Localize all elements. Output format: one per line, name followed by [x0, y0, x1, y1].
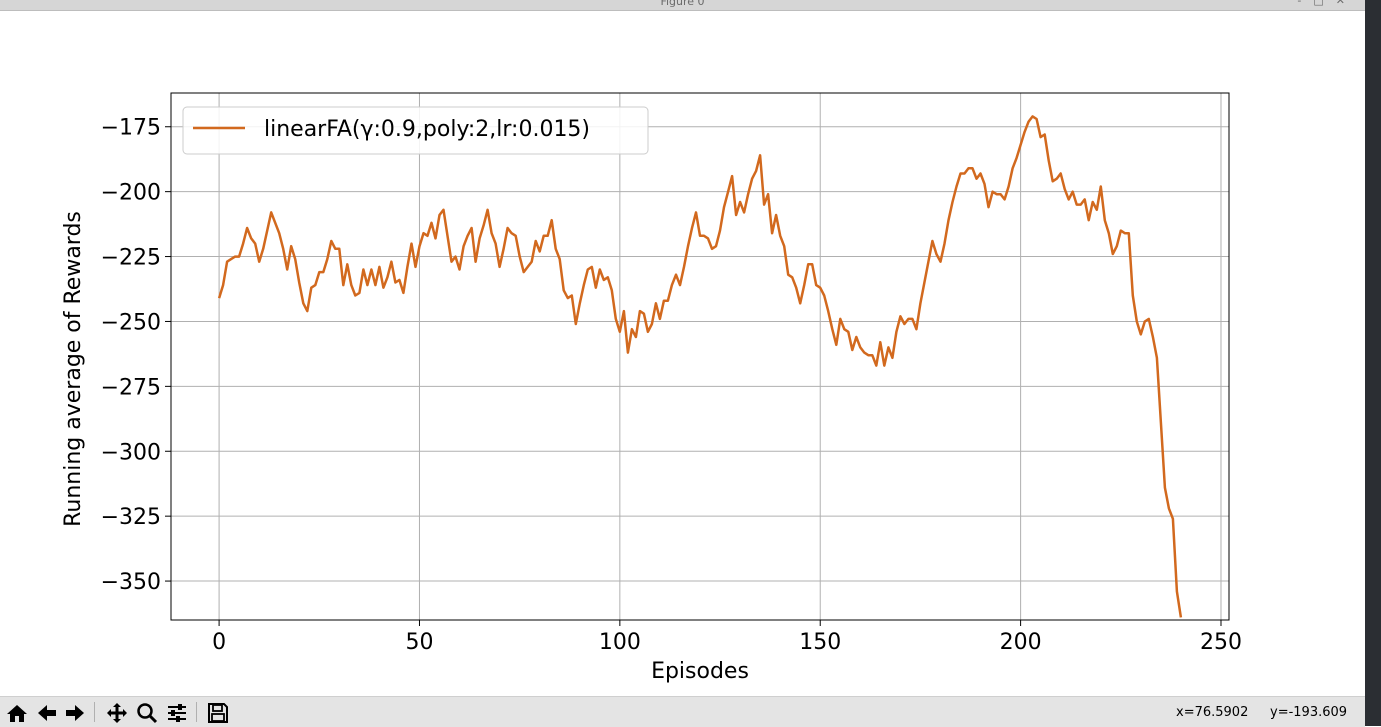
desktop-edge	[1365, 0, 1381, 726]
home-icon	[7, 705, 27, 722]
y-tick-label: −325	[101, 505, 161, 530]
title-bar[interactable]: Figure 0 ‐□✕	[0, 0, 1365, 11]
y-tick-label: −275	[101, 375, 161, 400]
maximize-icon[interactable]: □	[1313, 0, 1336, 7]
configure-subplots-icon	[168, 704, 186, 722]
configure-subplots-button[interactable]	[164, 701, 190, 725]
line-chart[interactable]: 0 50 100 150 200 250 −175 −200 −225 −250 −275 −300…	[0, 11, 1365, 696]
x-tick-label: 50	[405, 630, 433, 655]
y-tick-label: −250	[101, 310, 161, 335]
cursor-y-readout: y=-193.609	[1270, 705, 1348, 720]
x-tick-label: 0	[212, 630, 226, 655]
x-tick-label: 150	[799, 630, 841, 655]
x-axis-ticks: 0 50 100 150 200 250	[212, 620, 1242, 655]
x-axis-label: Episodes	[651, 659, 749, 684]
save-button[interactable]	[205, 701, 231, 725]
y-axis-ticks: −175 −200 −225 −250 −275 −300 −325 −350	[101, 116, 171, 595]
x-tick-label: 200	[1000, 630, 1042, 655]
toolbar-separator	[196, 702, 197, 722]
forward-button[interactable]	[62, 701, 88, 725]
zoom-icon	[137, 703, 158, 724]
window-buttons[interactable]: ‐□✕	[1297, 0, 1357, 7]
legend-label: linearFA(γ:0.9,poly:2,lr:0.015)	[264, 117, 590, 142]
plot-canvas[interactable]: 0 50 100 150 200 250 −175 −200 −225 −250 −275 −300…	[0, 11, 1365, 696]
close-icon[interactable]: ✕	[1335, 0, 1357, 7]
legend: linearFA(γ:0.9,poly:2,lr:0.015)	[182, 106, 649, 155]
home-button[interactable]	[4, 701, 30, 725]
series-group	[217, 115, 1183, 618]
zoom-button[interactable]	[134, 701, 160, 725]
window-title: Figure 0	[660, 0, 705, 8]
back-arrow-icon	[38, 705, 56, 721]
axes-frame	[170, 92, 1230, 621]
y-tick-label: −200	[101, 181, 161, 206]
x-tick-label: 100	[599, 630, 641, 655]
pan-icon	[107, 703, 127, 723]
y-tick-label: −225	[101, 246, 161, 271]
y-tick-label: −350	[101, 570, 161, 595]
toolbar-separator	[94, 702, 95, 722]
navigation-toolbar: x=76.5902 y=-193.609	[0, 696, 1365, 727]
y-tick-label: −175	[101, 116, 161, 141]
axes-border	[170, 92, 1230, 621]
series-line	[217, 115, 1183, 618]
save-icon	[208, 703, 228, 723]
legend-box	[182, 106, 649, 155]
x-tick-label: 250	[1200, 630, 1242, 655]
y-axis-label: Running average of Rewards	[61, 211, 86, 527]
pan-button[interactable]	[104, 701, 130, 725]
cursor-x-readout: x=76.5902	[1176, 705, 1249, 720]
grid-lines	[171, 93, 1229, 620]
forward-arrow-icon	[66, 705, 84, 721]
back-button[interactable]	[34, 701, 60, 725]
minimize-icon[interactable]: ‐	[1297, 0, 1314, 7]
y-tick-label: −300	[101, 440, 161, 465]
